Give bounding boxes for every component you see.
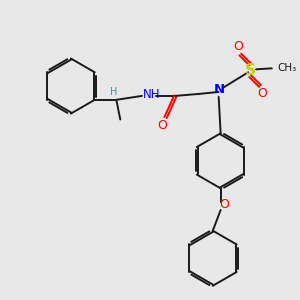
Text: O: O bbox=[257, 87, 267, 101]
Text: H: H bbox=[110, 87, 117, 97]
Text: O: O bbox=[220, 198, 230, 211]
Text: CH₃: CH₃ bbox=[278, 63, 297, 73]
Text: O: O bbox=[233, 40, 243, 53]
Text: N: N bbox=[214, 83, 225, 97]
Text: NH: NH bbox=[143, 88, 160, 101]
Text: O: O bbox=[158, 119, 167, 132]
Text: S: S bbox=[245, 63, 256, 78]
